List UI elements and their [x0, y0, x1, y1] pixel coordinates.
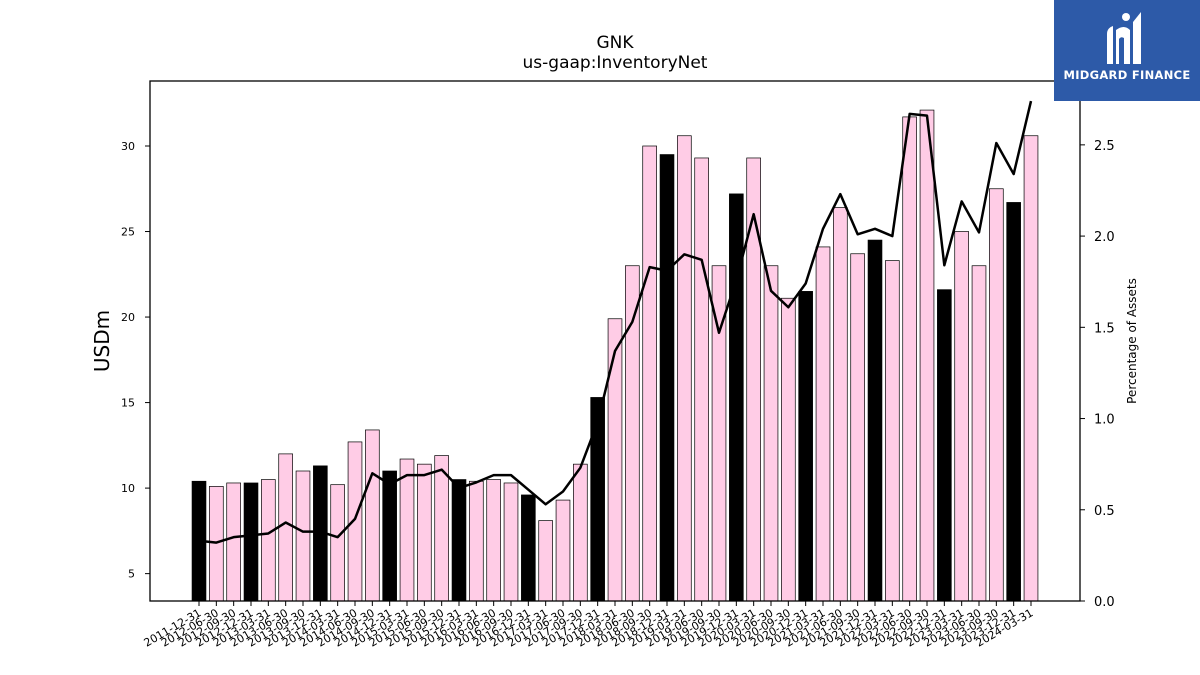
bar-2018-12-31 — [659, 154, 675, 602]
y-tick-label: 30 — [121, 140, 135, 153]
bar-2021-09-30 — [850, 253, 865, 602]
left-axis-ticks: 5 10 15 20 25 30 — [121, 140, 150, 581]
bar-2022-12-31 — [937, 289, 952, 602]
y2-axis-label: Percentage of Assets — [1125, 278, 1139, 404]
logo-text: MIDGARD FINANCE — [1063, 68, 1191, 82]
bar-2013-09-30 — [295, 470, 311, 602]
bar-2018-03-31 — [607, 318, 623, 602]
bar-2023-06-30 — [971, 265, 987, 602]
bar-2015-03-31 — [399, 458, 415, 602]
bar-2020-06-30 — [763, 265, 779, 602]
bar-2016-12-31 — [521, 494, 536, 602]
bar-2021-06-30 — [833, 207, 848, 602]
bar-2017-03-31 — [538, 520, 553, 602]
bar-2023-12-31 — [1006, 202, 1021, 602]
y2-tick-label: 1.5 — [1094, 321, 1115, 336]
bar-2012-09-30 — [226, 482, 241, 602]
percentage-of-assets-line — [198, 100, 1033, 544]
bar-2019-06-30 — [694, 157, 709, 602]
bar-2019-12-31 — [729, 193, 744, 602]
y2-tick-label: 2.5 — [1094, 139, 1115, 154]
y2-tick-label: 0.5 — [1094, 504, 1115, 519]
bar-2018-09-30 — [642, 145, 657, 602]
midgard-logo-icon — [1107, 12, 1141, 64]
bar-2018-06-30 — [625, 265, 640, 602]
bar-2014-12-31 — [382, 470, 397, 602]
bar-2023-09-30 — [989, 188, 1004, 602]
bar-2022-03-31 — [885, 260, 900, 602]
y2-tick-label: 1.0 — [1094, 413, 1115, 428]
bar-2014-03-31 — [330, 484, 345, 602]
y2-tick-label: 0.0 — [1094, 595, 1115, 610]
bar-2015-06-30 — [417, 463, 432, 602]
bar-2012-12-31 — [243, 482, 259, 602]
y-tick-label: 5 — [128, 568, 135, 581]
bar-2013-03-31 — [261, 479, 276, 602]
right-axis-ticks: 0.0 0.5 1.0 1.5 2.0 2.5 — [1080, 139, 1115, 610]
bar-2024-03-31 — [1023, 135, 1039, 602]
bar-2016-09-30 — [503, 482, 519, 602]
bar-2016-06-30 — [486, 479, 501, 602]
bar-2020-03-31 — [746, 157, 761, 602]
bar-2021-12-31 — [867, 239, 883, 602]
bar-2015-09-30 — [434, 455, 449, 602]
bar-2014-06-30 — [347, 441, 363, 602]
chart-subtitle: us-gaap:InventoryNet — [523, 53, 708, 73]
y2-tick-label: 2.0 — [1094, 230, 1115, 245]
bar-2016-03-31 — [469, 480, 484, 602]
bar-2015-12-31 — [451, 479, 467, 602]
bar-2023-03-31 — [954, 231, 969, 602]
y-tick-label: 10 — [121, 482, 135, 495]
bar-2020-09-30 — [781, 297, 796, 602]
bar-2022-09-30 — [919, 109, 935, 602]
bar-2019-03-31 — [677, 135, 692, 602]
bar-2013-06-30 — [278, 453, 293, 602]
y-tick-label: 25 — [121, 226, 135, 239]
bar-2014-09-30 — [365, 429, 380, 602]
bar-2017-09-30 — [573, 463, 588, 602]
bar-2022-06-30 — [902, 116, 917, 602]
bar-2021-03-31 — [815, 246, 831, 602]
y-tick-label: 20 — [121, 311, 135, 324]
bar-2020-12-31 — [798, 291, 813, 602]
y-axis-label: USDm — [90, 310, 114, 372]
x-axis-ticks: 2011-12-312012-06-302012-09-302012-12-31… — [142, 601, 1036, 650]
y-tick-label: 15 — [121, 397, 135, 410]
midgard-finance-logo: MIDGARD FINANCE — [1054, 0, 1200, 101]
bar-2017-12-31 — [590, 397, 605, 602]
chart-title: GNK — [596, 33, 634, 53]
bar-2017-06-30 — [555, 499, 571, 602]
